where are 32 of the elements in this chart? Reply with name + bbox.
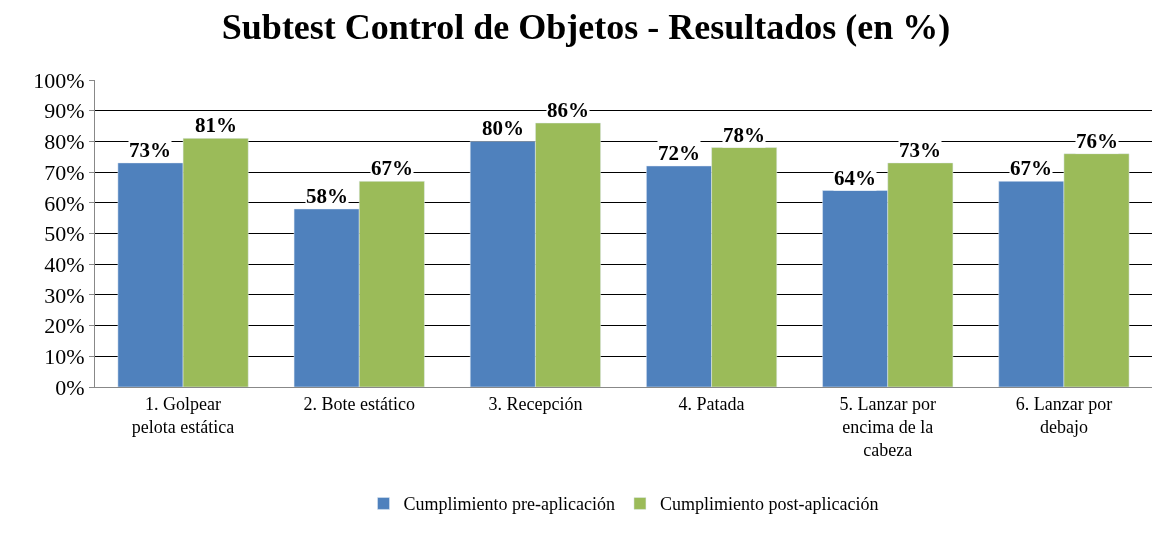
chart-title: Subtest Control de Objetos - Resultados (en %) [221, 6, 951, 47]
x-tick-label: 1. Golpear pelota estática [131, 393, 235, 437]
data-label: 81% [195, 113, 237, 137]
data-label: 64% [834, 166, 876, 190]
data-label: 80% [482, 116, 524, 140]
y-tick-label: 70% [44, 159, 85, 185]
data-label: 73% [129, 138, 171, 162]
data-label: 58% [306, 184, 348, 208]
data-label: 78% [723, 123, 765, 147]
y-tick-label: 60% [44, 190, 85, 216]
data-label: 86% [547, 98, 589, 122]
data-label: 72% [658, 141, 700, 165]
y-tick-label: 40% [44, 251, 85, 277]
y-tick-label: 10% [44, 344, 85, 369]
legend-label: Cumplimiento pre-aplicación [403, 494, 615, 515]
x-tick-label: 6. Lanzar por debajo [1015, 393, 1113, 437]
legend-label: Cumplimiento post-aplicación [659, 494, 879, 515]
x-tick-label: 5. Lanzar por encima de la cabeza [839, 393, 936, 461]
y-tick-label: 20% [44, 313, 85, 339]
x-tick-label: 2. Bote estático [303, 393, 415, 414]
y-tick-label: 90% [44, 98, 85, 124]
x-tick-label: 4. Patada [678, 393, 745, 414]
data-label: 73% [899, 138, 941, 162]
y-tick-label: 100% [33, 67, 85, 93]
y-tick-label: 50% [44, 221, 85, 247]
y-tick-label: 30% [44, 282, 85, 308]
y-tick-label: 80% [44, 129, 85, 155]
x-tick-label: 3. Recepción [488, 393, 583, 414]
data-label: 76% [1076, 129, 1118, 153]
data-label: 67% [371, 156, 413, 180]
y-tick-label: 0% [55, 374, 85, 400]
data-label: 67% [1010, 156, 1052, 180]
